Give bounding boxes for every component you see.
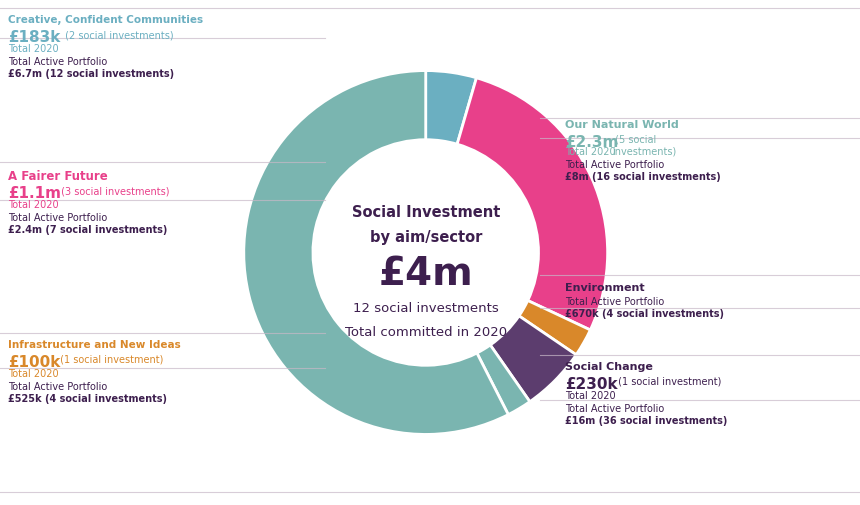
Text: £4m: £4m [378,256,473,293]
Text: Total Active Portfolio: Total Active Portfolio [565,404,664,414]
Wedge shape [426,71,476,144]
Text: Social Change: Social Change [565,362,653,372]
Text: Our Natural World: Our Natural World [565,120,679,130]
Text: £16m (36 social investments): £16m (36 social investments) [565,416,728,426]
Text: £100k: £100k [8,355,60,370]
Text: Total Active Portfolio: Total Active Portfolio [8,382,108,392]
Text: £525k (4 social investments): £525k (4 social investments) [8,394,167,404]
Text: Total 2020: Total 2020 [8,369,58,379]
Text: Total Active Portfolio: Total Active Portfolio [8,57,108,67]
Text: Creative, Confident Communities: Creative, Confident Communities [8,15,203,25]
Text: £183k: £183k [8,30,60,45]
Wedge shape [519,300,590,355]
Text: Social Investment: Social Investment [352,205,500,220]
Text: A Fairer Future: A Fairer Future [8,170,108,183]
Wedge shape [477,345,530,415]
Text: Total Active Portfolio: Total Active Portfolio [565,297,664,307]
Text: (1 social investment): (1 social investment) [57,355,163,365]
Text: (3 social investments): (3 social investments) [58,186,169,196]
Text: £670k (4 social investments): £670k (4 social investments) [565,309,724,319]
Text: (2 social investments): (2 social investments) [62,30,174,40]
Wedge shape [458,78,608,330]
Text: 12 social investments: 12 social investments [353,302,499,316]
Wedge shape [243,71,508,434]
Text: Total 2020: Total 2020 [565,391,616,401]
Text: Total 2020: Total 2020 [565,147,616,157]
Text: £2.4m (7 social investments): £2.4m (7 social investments) [8,225,168,235]
Text: Total committed in 2020: Total committed in 2020 [345,326,507,339]
Text: Total 2020: Total 2020 [8,200,58,210]
Text: Environment: Environment [565,283,645,293]
Text: (5 social: (5 social [612,135,656,145]
Text: (1 social investment): (1 social investment) [615,377,722,387]
Text: Total 2020: Total 2020 [8,44,58,54]
Text: £1.1m: £1.1m [8,186,61,201]
Wedge shape [490,316,576,401]
Text: £6.7m (12 social investments): £6.7m (12 social investments) [8,69,174,79]
Text: Infrastructure and New Ideas: Infrastructure and New Ideas [8,340,181,350]
Text: Total Active Portfolio: Total Active Portfolio [565,160,664,170]
Text: Total Active Portfolio: Total Active Portfolio [8,213,108,223]
Text: by aim/sector: by aim/sector [370,230,482,245]
Text: £2.3m: £2.3m [565,135,618,150]
Text: £8m (16 social investments): £8m (16 social investments) [565,172,721,182]
Text: £230k: £230k [565,377,617,392]
Text: investments): investments) [612,147,676,157]
